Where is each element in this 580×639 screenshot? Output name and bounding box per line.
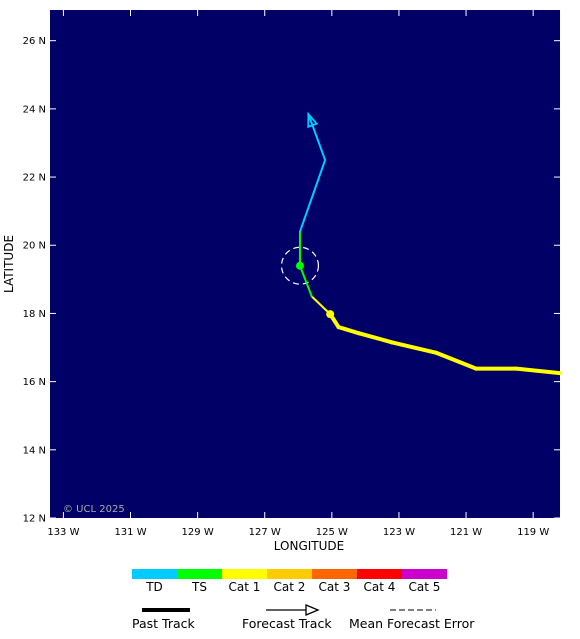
- lat-tick-label: 22 N: [23, 173, 46, 184]
- forecast-track-segment: [310, 295, 332, 316]
- mean-forecast-error-circle: [280, 246, 320, 285]
- forecast-track-label: Forecast Track: [242, 616, 332, 631]
- lon-tick-label: 131 W: [114, 527, 146, 538]
- x-axis-label: LONGITUDE: [274, 539, 344, 553]
- forecast-arrowhead: [307, 111, 319, 129]
- y-axis-label: LATITUDE: [2, 235, 16, 293]
- past-track-segment: [336, 325, 361, 336]
- category-swatch: [267, 569, 312, 579]
- lon-tick-label: 121 W: [450, 527, 482, 538]
- category-swatch: [402, 569, 447, 579]
- map-background: [50, 10, 560, 518]
- category-label: Cat 5: [408, 580, 441, 594]
- lat-tick-label: 16 N: [23, 377, 46, 388]
- past-track-key: [142, 608, 190, 612]
- category-swatch: [222, 569, 267, 579]
- storm-track-map: 133 W 131 W 129 W 127 W 125 W 123 W 121 W 119 W…: [2, 10, 562, 553]
- category-swatch: [177, 569, 222, 579]
- category-label: Cat 4: [363, 580, 396, 594]
- category-label: Cat 2: [273, 580, 306, 594]
- mean-error-key: [390, 609, 436, 611]
- past-track-segment: [514, 366, 562, 376]
- past-track-segment: [390, 340, 438, 355]
- storm-position-marker: [326, 310, 335, 319]
- storm-tracks: [280, 111, 562, 376]
- category-label: Cat 3: [318, 580, 351, 594]
- lat-tick-label: 18 N: [23, 309, 46, 320]
- past-track-label: Past Track: [132, 616, 195, 631]
- lat-tick-label: 24 N: [23, 104, 46, 115]
- legend: TD TS Cat 1 Cat 2 Cat 3 Cat 4 Cat 5 Past Track…: [0, 560, 580, 639]
- category-label: TS: [192, 580, 207, 594]
- axis-ticks: [50, 10, 560, 519]
- category-label: Cat 1: [228, 580, 261, 594]
- category-label: TD: [146, 580, 163, 594]
- storm-position-marker: [295, 261, 304, 270]
- past-track-segment: [356, 331, 395, 345]
- lat-tick-label: 14 N: [23, 445, 46, 456]
- forecast-track-key: [266, 604, 320, 616]
- category-swatch: [132, 569, 177, 579]
- forecast-track-segment: [298, 264, 313, 298]
- copyright-label: © UCL 2025: [63, 504, 125, 515]
- lon-tick-label: 127 W: [249, 527, 281, 538]
- lat-tick-label: 26 N: [23, 36, 46, 47]
- forecast-track-segment: [298, 159, 327, 233]
- lat-tick-label: 12 N: [23, 514, 46, 525]
- lat-tick-label: 20 N: [23, 241, 46, 252]
- lon-tick-label: 133 W: [47, 527, 79, 538]
- past-track-segment: [433, 350, 479, 371]
- lon-tick-label: 129 W: [182, 527, 214, 538]
- category-swatch: [312, 569, 357, 579]
- lon-tick-label: 125 W: [316, 527, 348, 538]
- lon-tick-label: 123 W: [383, 527, 415, 538]
- axis-tick-labels: 133 W 131 W 129 W 127 W 125 W 123 W 121 W 119 W…: [23, 36, 550, 538]
- category-swatch: [357, 569, 402, 579]
- lon-tick-label: 119 W: [517, 527, 549, 538]
- forecast-track-segment: [307, 112, 327, 162]
- mean-error-label: Mean Forecast Error: [349, 616, 475, 631]
